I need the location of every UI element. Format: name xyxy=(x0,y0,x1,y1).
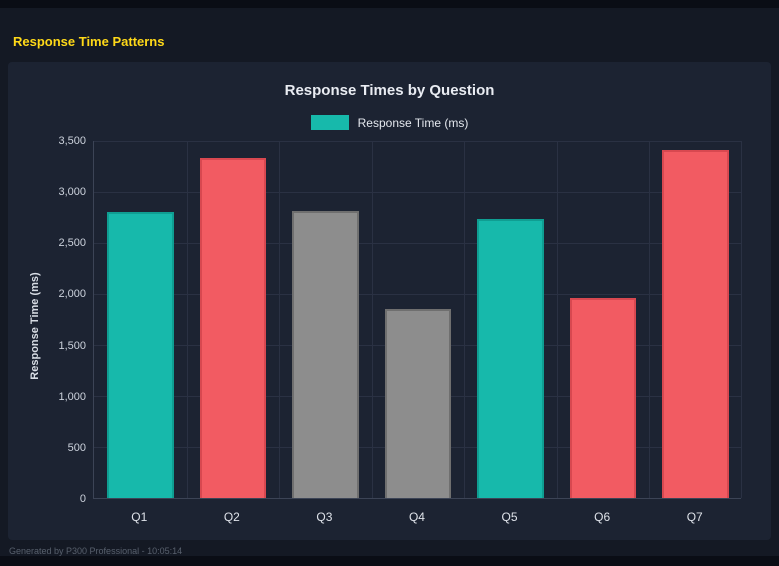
gridline-horizontal xyxy=(94,242,741,244)
gridline-horizontal xyxy=(94,293,741,295)
legend[interactable]: Response Time (ms) xyxy=(8,115,771,130)
gridline-horizontal xyxy=(94,191,741,193)
gridline-vertical xyxy=(279,141,281,498)
bar-q3[interactable] xyxy=(292,210,359,498)
bar-q2[interactable] xyxy=(199,158,267,498)
y-tick-label: 3,000 xyxy=(58,186,86,199)
x-tick-label: Q2 xyxy=(223,510,240,524)
x-tick-label: Q6 xyxy=(594,510,611,524)
y-tick-label: 500 xyxy=(67,441,86,454)
x-tick-label: Q1 xyxy=(131,510,148,524)
y-tick-label: 1,000 xyxy=(58,390,86,403)
y-axis-tick-labels: 0 500 1,000 1,500 2,000 2,500 3,000 3,500 xyxy=(8,135,86,505)
y-tick-label: 3,500 xyxy=(58,135,86,147)
bar-q4[interactable] xyxy=(384,308,452,498)
x-tick-label: Q5 xyxy=(501,510,518,524)
bar-q1[interactable] xyxy=(106,211,174,498)
gridline-vertical xyxy=(741,141,742,498)
gridline-horizontal xyxy=(94,140,741,142)
bar-q6[interactable] xyxy=(569,297,637,498)
x-tick-label: Q3 xyxy=(316,510,333,524)
x-tick-label: Q4 xyxy=(408,510,425,524)
x-axis-tick-labels: Q1 Q2 Q3 Q4 Q5 Q6 Q7 xyxy=(93,510,741,530)
legend-swatch xyxy=(310,115,349,130)
gridline-vertical xyxy=(556,141,558,498)
y-tick-label: 0 xyxy=(79,493,86,505)
y-tick-label: 1,500 xyxy=(58,339,86,352)
chart-title: Response Times by Question xyxy=(284,82,495,99)
x-tick-label: Q7 xyxy=(686,510,703,524)
bar-q7[interactable] xyxy=(662,150,730,498)
footer-text: Generated by P300 Professional - 10:05:1… xyxy=(9,546,183,556)
legend-label: Response Time (ms) xyxy=(357,115,469,130)
gridline-vertical xyxy=(371,141,373,498)
y-tick-label: 2,500 xyxy=(58,237,86,250)
bar-q5[interactable] xyxy=(477,218,544,498)
page-title: Response Time Patterns xyxy=(13,34,165,49)
plot-area xyxy=(93,140,742,499)
gridline-vertical xyxy=(464,141,466,498)
top-window-strip xyxy=(0,0,779,8)
gridline-vertical xyxy=(649,141,651,498)
chart-panel: Response Times by Question Response Time… xyxy=(8,62,771,540)
y-tick-label: 2,000 xyxy=(58,288,86,301)
gridline-vertical xyxy=(186,141,188,498)
bottom-window-strip xyxy=(0,556,779,566)
